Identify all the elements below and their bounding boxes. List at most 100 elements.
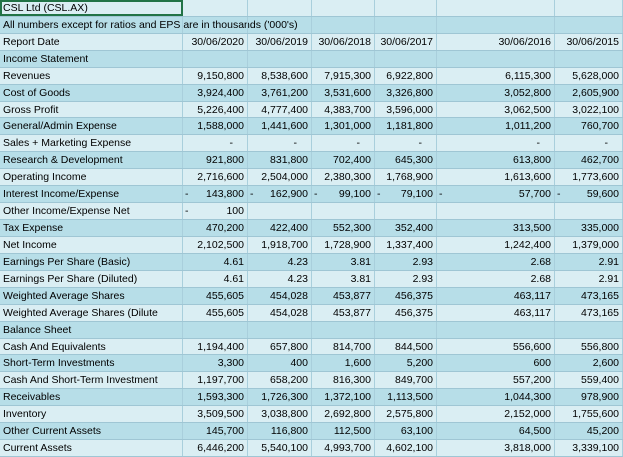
value-cell[interactable]: 400 [248,355,312,372]
row-label[interactable]: Research & Development [0,152,183,169]
row-label[interactable]: Interest Income/Expense [0,186,183,203]
value-cell[interactable] [437,321,555,338]
value-cell[interactable]: 3,596,000 [375,101,437,118]
row-label[interactable]: Balance Sheet [0,321,183,338]
note-cell[interactable]: All numbers except for ratios and EPS ar… [0,16,298,33]
date-header[interactable]: 30/06/2018 [312,33,375,50]
header-label[interactable]: Report Date [0,33,183,50]
value-cell[interactable]: 1,726,300 [248,389,312,406]
value-cell[interactable]: 849,700 [375,372,437,389]
value-cell[interactable]: 112,500 [312,423,375,440]
title-cell[interactable]: CSL Ltd (CSL.AX) [0,0,183,16]
value-cell[interactable]: 4,383,700 [312,101,375,118]
value-cell[interactable]: 455,605 [183,287,248,304]
row-label[interactable]: Receivables [0,389,183,406]
value-cell[interactable]: 453,877 [312,287,375,304]
value-cell[interactable] [312,203,375,220]
value-cell[interactable] [375,203,437,220]
empty-cell[interactable] [248,16,312,33]
value-cell[interactable]: 3,052,800 [437,84,555,101]
value-cell[interactable]: 456,375 [375,287,437,304]
value-cell[interactable]: 816,300 [312,372,375,389]
row-label[interactable]: Revenues [0,67,183,84]
value-cell[interactable]: 335,000 [555,220,623,236]
value-cell[interactable]: 2.93 [375,253,437,270]
value-cell[interactable]: 5,226,400 [183,101,248,118]
empty-cell[interactable] [183,16,248,33]
value-cell[interactable]: 556,600 [437,338,555,355]
value-cell[interactable]: 1,773,600 [555,169,623,186]
date-header[interactable]: 30/06/2020 [183,33,248,50]
value-cell[interactable]: 3,761,200 [248,84,312,101]
value-cell[interactable]: 1,755,600 [555,406,623,423]
value-cell[interactable]: 4.23 [248,253,312,270]
row-label[interactable]: Cash And Equivalents [0,338,183,355]
value-cell[interactable]: 1,379,000 [555,236,623,253]
row-label[interactable]: Other Current Assets [0,423,183,440]
value-cell[interactable]: 645,300 [375,152,437,169]
value-cell[interactable]: 4.23 [248,270,312,287]
date-header[interactable]: 30/06/2015 [555,33,623,50]
value-cell[interactable] [375,321,437,338]
value-cell[interactable]: - [555,135,623,152]
value-cell[interactable]: 3,326,800 [375,84,437,101]
value-cell[interactable]: 2,152,000 [437,406,555,423]
value-cell[interactable]: 1,011,200 [437,118,555,135]
value-cell[interactable]: 2,716,600 [183,169,248,186]
value-cell[interactable]: 552,300 [312,220,375,236]
value-cell[interactable]: 116,800 [248,423,312,440]
value-cell[interactable]: 3,300 [183,355,248,372]
row-label[interactable]: Tax Expense [0,220,183,236]
value-cell[interactable]: 657,800 [248,338,312,355]
row-label[interactable]: Gross Profit [0,101,183,118]
row-label[interactable]: Earnings Per Share (Diluted) [0,270,183,287]
value-cell[interactable]: - [312,135,375,152]
value-cell[interactable]: 2.93 [375,270,437,287]
value-cell[interactable]: 352,400 [375,220,437,236]
value-cell[interactable]: 7,915,300 [312,67,375,84]
row-label[interactable]: Other Income/Expense Net [0,203,183,220]
value-cell[interactable]: - [183,135,248,152]
value-cell[interactable]: 613,800 [437,152,555,169]
value-cell[interactable]: 1,337,400 [375,236,437,253]
empty-cell[interactable] [375,0,437,16]
value-cell[interactable]: - 79,100 [375,186,437,203]
value-cell[interactable]: 1,044,300 [437,389,555,406]
row-label[interactable]: Short-Term Investments [0,355,183,372]
value-cell[interactable]: 4,777,400 [248,101,312,118]
value-cell[interactable]: 454,028 [248,304,312,321]
value-cell[interactable] [437,50,555,67]
value-cell[interactable] [248,203,312,220]
value-cell[interactable]: 473,165 [555,287,623,304]
value-cell[interactable]: - 59,600 [555,186,623,203]
value-cell[interactable]: 3,339,100 [555,440,623,456]
value-cell[interactable] [555,203,623,220]
empty-cell[interactable] [312,0,375,16]
value-cell[interactable]: - 100 [183,203,248,220]
value-cell[interactable]: 454,028 [248,287,312,304]
value-cell[interactable]: - [248,135,312,152]
date-header[interactable]: 30/06/2016 [437,33,555,50]
value-cell[interactable]: 760,700 [555,118,623,135]
value-cell[interactable]: 3,531,600 [312,84,375,101]
value-cell[interactable]: 463,117 [437,304,555,321]
value-cell[interactable]: 2.68 [437,253,555,270]
value-cell[interactable]: 1,593,300 [183,389,248,406]
value-cell[interactable] [248,321,312,338]
value-cell[interactable]: 5,628,000 [555,67,623,84]
value-cell[interactable] [437,203,555,220]
value-cell[interactable]: 2.91 [555,253,623,270]
value-cell[interactable]: 2,605,900 [555,84,623,101]
value-cell[interactable] [312,50,375,67]
value-cell[interactable]: 473,165 [555,304,623,321]
value-cell[interactable]: 455,605 [183,304,248,321]
value-cell[interactable]: 2,575,800 [375,406,437,423]
date-header[interactable]: 30/06/2019 [248,33,312,50]
value-cell[interactable]: 3,022,100 [555,101,623,118]
value-cell[interactable]: 1,181,800 [375,118,437,135]
empty-cell[interactable] [437,0,555,16]
empty-cell[interactable] [183,0,248,16]
value-cell[interactable]: 3,038,800 [248,406,312,423]
value-cell[interactable] [183,50,248,67]
value-cell[interactable]: 64,500 [437,423,555,440]
